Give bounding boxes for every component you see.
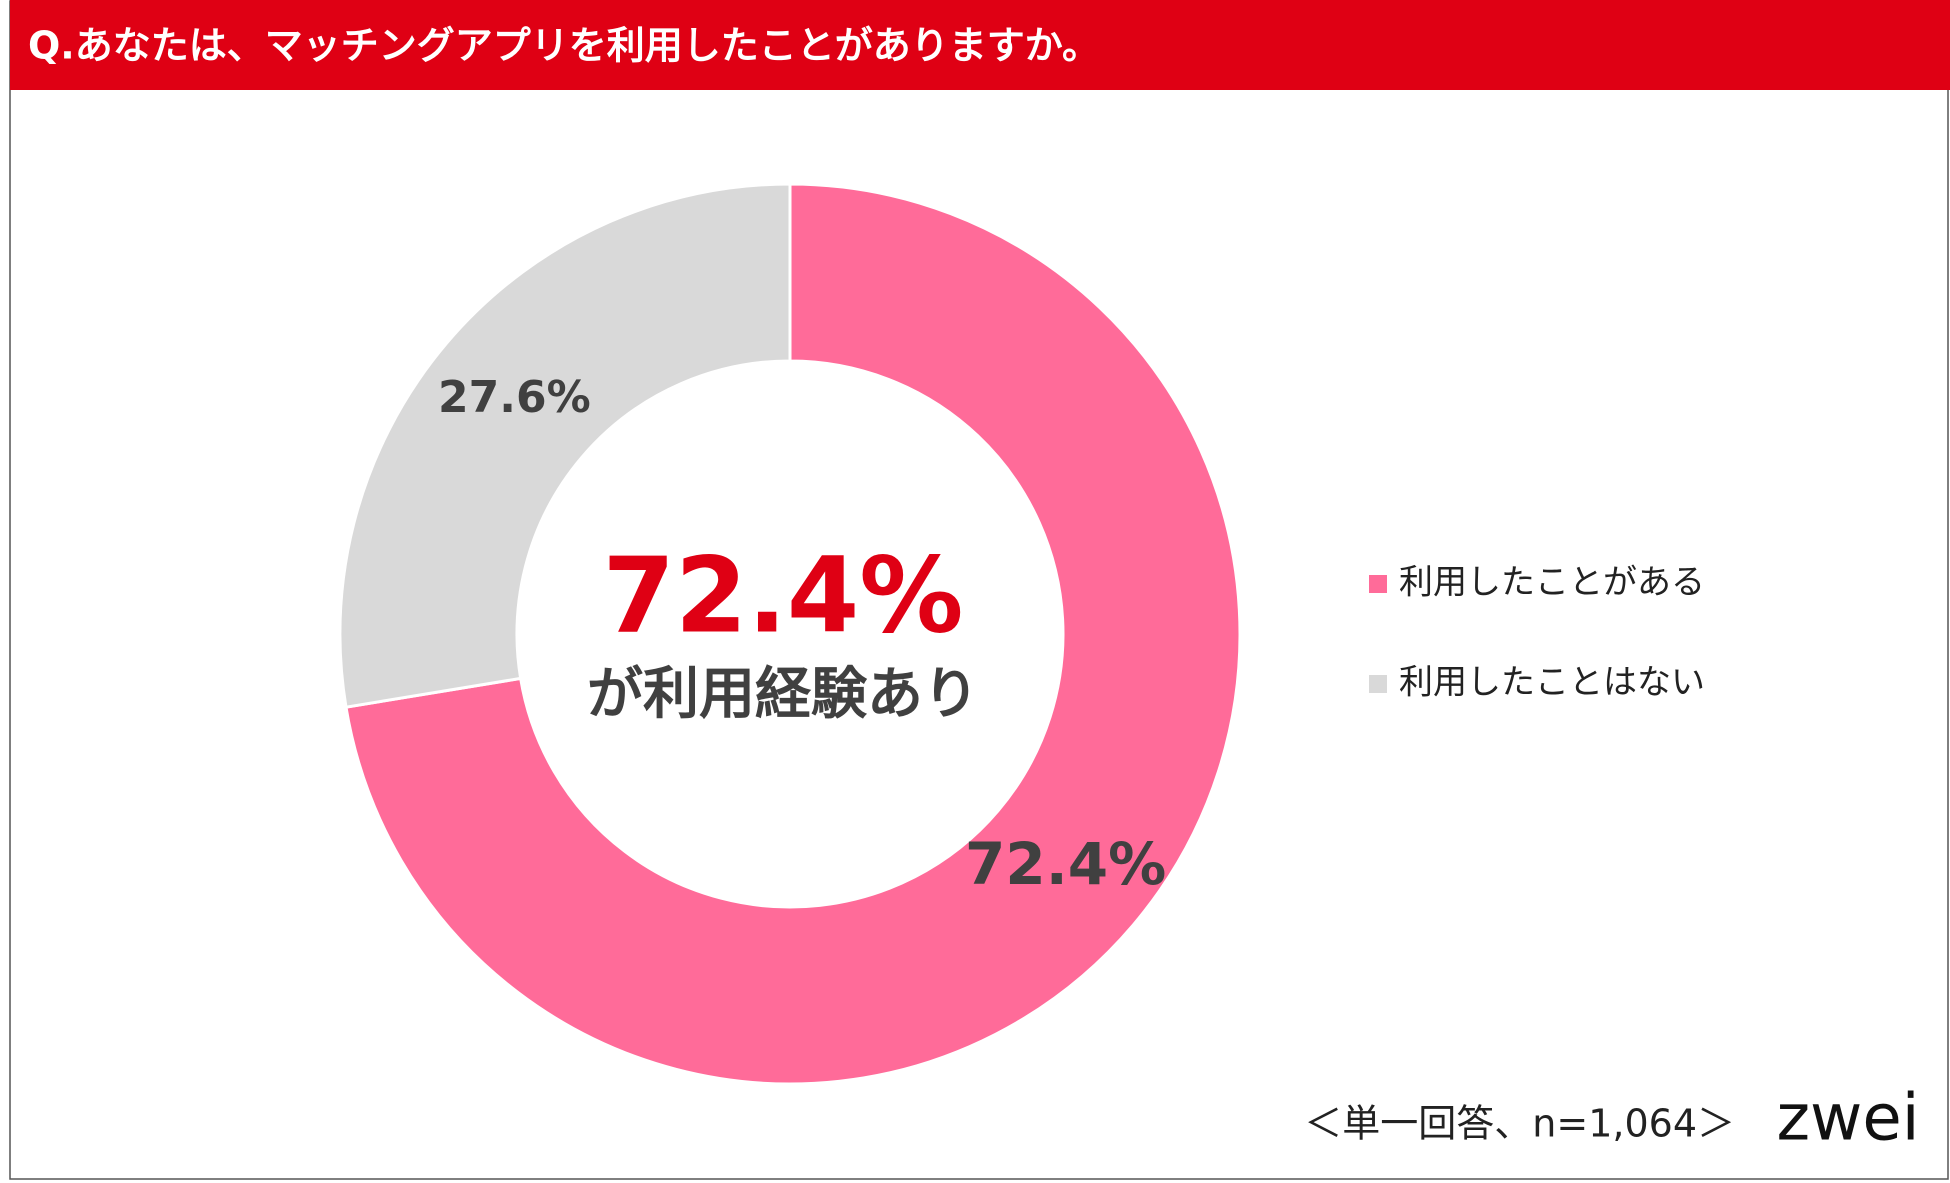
title-bar [10,0,1950,90]
legend-swatch [1369,675,1387,693]
legend-label: 利用したことはない [1399,663,1705,703]
logo: zwei [1776,1082,1919,1156]
legend-swatch [1369,575,1387,593]
sample-note: ＜単一回答、n=1,064＞ [1304,1102,1735,1146]
title: Q.あなたは、マッチングアプリを利用したことがありますか。 [28,24,1100,68]
donut-slice [344,182,1242,1086]
legend-label: 利用したことがある [1399,563,1705,603]
value-label: 72.4% [965,830,1166,898]
value-label: 27.6% [438,372,591,423]
center-value: 72.4% [603,534,964,656]
donut-slice [338,182,792,709]
center-caption: が利用経験あり [587,662,979,727]
